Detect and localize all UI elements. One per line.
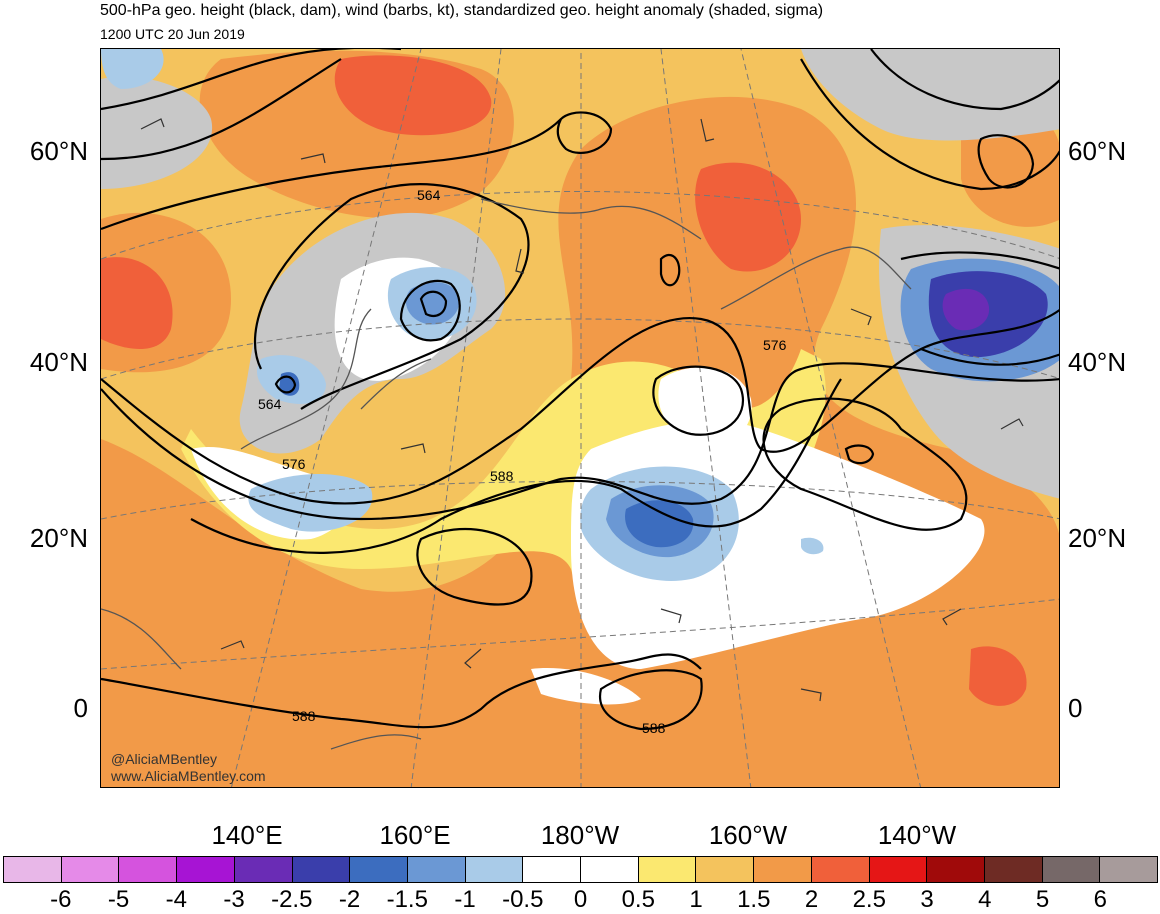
colorbar-tick-label: 2.5 bbox=[852, 886, 886, 913]
anomaly-colorbar bbox=[3, 856, 1158, 883]
anomaly-field: 564 564 576 576 588 588 588 bbox=[101, 49, 1059, 787]
lon-label: 160°E bbox=[379, 820, 451, 850]
lon-label: 140°W bbox=[877, 820, 957, 850]
colorbar-swatch bbox=[523, 857, 582, 882]
contour-label: 588 bbox=[490, 468, 514, 484]
colorbar-tick-label: -1.5 bbox=[386, 886, 428, 913]
colorbar-tick-label: 0.5 bbox=[621, 886, 655, 913]
lat-label-left: 40°N bbox=[29, 347, 88, 377]
colorbar-swatch bbox=[292, 857, 351, 882]
credit-url: www.AliciaMBentley.com bbox=[111, 768, 266, 784]
colorbar-tick-label: 1.5 bbox=[737, 886, 771, 913]
colorbar-swatch bbox=[1042, 857, 1101, 882]
lat-label-left: 60°N bbox=[29, 136, 88, 166]
lat-label-left: 0 bbox=[73, 693, 88, 723]
colorbar-swatch bbox=[4, 857, 62, 882]
contour-label: 564 bbox=[258, 396, 282, 412]
colorbar-swatch bbox=[61, 857, 120, 882]
colorbar-tick-label: 4 bbox=[978, 886, 992, 913]
lat-label-right: 0 bbox=[1068, 693, 1083, 723]
lat-label-right: 40°N bbox=[1068, 347, 1127, 377]
colorbar-swatch bbox=[234, 857, 293, 882]
colorbar-tick-label: -2.5 bbox=[271, 886, 313, 913]
colorbar-tick-label: -0.5 bbox=[502, 886, 544, 913]
colorbar-tick-label: 0 bbox=[573, 886, 588, 913]
lon-label: 140°E bbox=[211, 820, 283, 850]
colorbar-swatch bbox=[927, 857, 985, 882]
colorbar-swatch bbox=[350, 857, 408, 882]
colorbar-tick-label: 1 bbox=[689, 886, 703, 913]
lon-label: 180°W bbox=[540, 820, 620, 850]
wind-barbs bbox=[140, 118, 1024, 702]
weather-map: 564 564 576 576 588 588 588 @AliciaMBent… bbox=[100, 48, 1060, 788]
colorbar-swatch bbox=[754, 857, 812, 882]
lat-label-left: 20°N bbox=[29, 523, 88, 553]
colorbar-swatch bbox=[811, 857, 870, 882]
colorbar-swatch bbox=[581, 857, 639, 882]
contour-label: 576 bbox=[282, 456, 306, 472]
lat-label-right: 20°N bbox=[1068, 523, 1127, 553]
credit-handle: @AliciaMBentley bbox=[111, 751, 218, 767]
colorbar-swatch bbox=[177, 857, 235, 882]
colorbar-tick-label: 2 bbox=[804, 886, 819, 913]
lat-label-right: 60°N bbox=[1068, 136, 1127, 166]
colorbar-swatch bbox=[984, 857, 1043, 882]
colorbar-tick-label: 6 bbox=[1093, 886, 1107, 913]
colorbar-tick-label: 3 bbox=[920, 886, 934, 913]
colorbar-tick-label: -4 bbox=[165, 886, 187, 913]
colorbar-tick-label: -2 bbox=[338, 886, 361, 913]
colorbar-tick-label: -3 bbox=[223, 886, 245, 913]
contour-label: 588 bbox=[642, 720, 666, 736]
colorbar-swatch bbox=[407, 857, 466, 882]
lon-label: 160°W bbox=[708, 820, 788, 850]
contour-label: 588 bbox=[292, 708, 316, 724]
colorbar-tick-label: 5 bbox=[1035, 886, 1050, 913]
colorbar-tick-label: -5 bbox=[107, 886, 130, 913]
colorbar-swatch bbox=[638, 857, 697, 882]
colorbar-swatch bbox=[119, 857, 178, 882]
colorbar-swatch bbox=[869, 857, 928, 882]
colorbar-swatch bbox=[1100, 857, 1158, 882]
colorbar-swatch bbox=[696, 857, 755, 882]
contour-label: 564 bbox=[417, 187, 441, 203]
map-title: 500-hPa geo. height (black, dam), wind (… bbox=[100, 2, 824, 19]
map-valid-time: 1200 UTC 20 Jun 2019 bbox=[100, 26, 245, 42]
colorbar-swatch bbox=[465, 857, 524, 882]
contour-label: 576 bbox=[763, 337, 787, 353]
colorbar-tick-label: -1 bbox=[454, 886, 476, 913]
colorbar-tick-label: -6 bbox=[50, 886, 72, 913]
